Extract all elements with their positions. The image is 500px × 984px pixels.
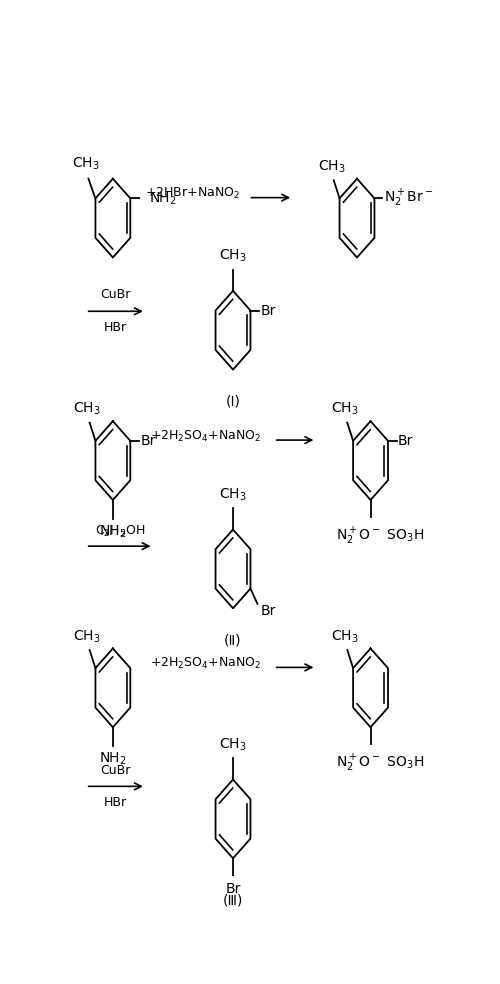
Text: (Ⅰ): (Ⅰ) xyxy=(226,395,240,408)
Text: HBr: HBr xyxy=(104,321,128,335)
Text: CH$_3$: CH$_3$ xyxy=(331,400,358,417)
Text: CH$_3$: CH$_3$ xyxy=(73,628,101,645)
Text: NH$_2$: NH$_2$ xyxy=(99,523,126,540)
Text: NH$_2$: NH$_2$ xyxy=(149,190,176,207)
Text: (Ⅲ): (Ⅲ) xyxy=(223,893,243,907)
Text: CH$_3$: CH$_3$ xyxy=(318,158,345,175)
Text: NH$_2$: NH$_2$ xyxy=(99,751,126,768)
Text: N$_2^+$O$^-$ SO$_3$H: N$_2^+$O$^-$ SO$_3$H xyxy=(336,525,424,547)
Text: N$_2^+$O$^-$ SO$_3$H: N$_2^+$O$^-$ SO$_3$H xyxy=(336,753,424,774)
Text: CuBr: CuBr xyxy=(100,288,131,301)
Text: Br: Br xyxy=(260,303,276,318)
Text: Br: Br xyxy=(398,434,413,448)
Text: Br: Br xyxy=(260,604,276,618)
Text: CH$_3$: CH$_3$ xyxy=(219,248,247,264)
Text: Br: Br xyxy=(226,882,240,895)
Text: CuBr: CuBr xyxy=(100,764,131,776)
Text: CH$_3$: CH$_3$ xyxy=(73,400,101,417)
Text: HBr: HBr xyxy=(104,796,128,809)
Text: C$_2$H$_5$OH: C$_2$H$_5$OH xyxy=(94,523,145,538)
Text: +2H$_2$SO$_4$+NaNO$_2$: +2H$_2$SO$_4$+NaNO$_2$ xyxy=(150,429,262,444)
Text: CH$_3$: CH$_3$ xyxy=(331,628,358,645)
Text: +2HBr+NaNO$_2$: +2HBr+NaNO$_2$ xyxy=(145,186,240,202)
Text: CH$_3$: CH$_3$ xyxy=(72,155,100,172)
Text: +2H$_2$SO$_4$+NaNO$_2$: +2H$_2$SO$_4$+NaNO$_2$ xyxy=(150,656,262,671)
Text: CH$_3$: CH$_3$ xyxy=(219,486,247,503)
Text: (Ⅱ): (Ⅱ) xyxy=(224,633,242,647)
Text: N$_2^+$Br$^-$: N$_2^+$Br$^-$ xyxy=(384,188,434,209)
Text: Br: Br xyxy=(140,434,156,448)
Text: CH$_3$: CH$_3$ xyxy=(219,736,247,753)
